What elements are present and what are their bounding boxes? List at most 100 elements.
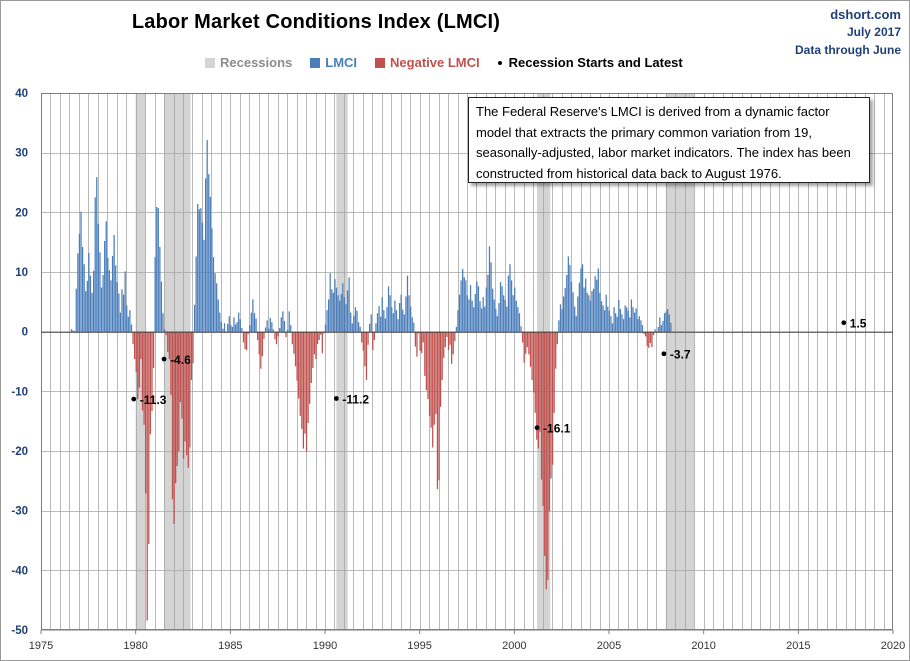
bar [115, 265, 117, 332]
bar [91, 292, 93, 332]
bar [118, 293, 120, 332]
credit-site: dshort.com [830, 7, 901, 22]
annotation-marker [534, 425, 540, 431]
bar [376, 313, 379, 332]
bar [307, 331, 309, 423]
bar [299, 331, 301, 416]
bar [368, 323, 371, 332]
annotation-label: -3.7 [670, 348, 691, 362]
bar [245, 331, 248, 351]
bar [460, 280, 462, 332]
legend-item-recessions: Recessions [205, 55, 292, 70]
bar [668, 314, 670, 332]
bar [477, 286, 480, 332]
bar [258, 331, 260, 355]
bar [175, 331, 177, 484]
bar [600, 301, 603, 332]
bar [134, 331, 136, 360]
bar [613, 307, 615, 332]
bar [197, 203, 199, 332]
bar [619, 308, 622, 332]
bar [354, 307, 357, 332]
bar [503, 295, 505, 332]
bar [320, 331, 322, 335]
bar [410, 306, 412, 332]
bar [75, 288, 77, 332]
bar [345, 304, 347, 332]
bar [603, 310, 606, 332]
bar [312, 331, 314, 369]
bar [271, 322, 273, 332]
bar [178, 331, 180, 452]
bar [566, 274, 568, 332]
credit-date: July 2017 [846, 25, 901, 39]
bar [230, 325, 232, 332]
bar [411, 317, 413, 332]
bar [616, 316, 618, 332]
annotation-label: -11.3 [140, 393, 167, 407]
bar [146, 331, 148, 621]
bar [607, 306, 609, 332]
bar [195, 256, 197, 332]
bar [242, 331, 245, 343]
bar [208, 174, 210, 332]
bar [414, 331, 416, 347]
bar [148, 331, 150, 545]
y-tick-label: 0 [22, 327, 28, 339]
bar [640, 320, 642, 332]
bar [457, 310, 459, 332]
bar [427, 331, 429, 400]
bar [624, 305, 626, 332]
bar [649, 331, 651, 344]
bar [361, 331, 363, 343]
bar [269, 317, 271, 332]
bar [198, 209, 200, 332]
bar [659, 317, 661, 332]
bar [575, 316, 577, 332]
bar [660, 325, 663, 332]
bar [435, 331, 437, 415]
bar [487, 274, 489, 332]
bar [468, 299, 470, 332]
legend-swatch-negative [375, 57, 386, 68]
bar [249, 325, 251, 332]
bar [662, 320, 664, 332]
bar [280, 317, 282, 332]
bar [189, 331, 191, 448]
bar [206, 140, 208, 332]
bar [398, 303, 401, 332]
bar [559, 304, 562, 332]
bar [451, 331, 453, 364]
bar [641, 325, 644, 332]
bar [397, 319, 399, 332]
bar [370, 314, 372, 332]
bar [432, 331, 434, 448]
bar [99, 252, 101, 332]
bar [413, 322, 415, 332]
bar [424, 331, 426, 376]
bar [209, 196, 211, 332]
bar [629, 317, 631, 332]
bar [495, 308, 497, 332]
bar [211, 228, 213, 332]
bar [260, 331, 262, 369]
bar [285, 331, 287, 338]
bar [644, 331, 647, 337]
bar [253, 313, 256, 332]
bar [648, 331, 650, 348]
bar [523, 331, 525, 363]
bar [244, 331, 246, 349]
bar [556, 331, 558, 345]
bar [564, 288, 566, 332]
bar [586, 292, 588, 332]
bar [121, 289, 123, 332]
bar [572, 292, 574, 332]
bar [129, 310, 131, 332]
bar [646, 331, 648, 346]
bar [667, 308, 669, 332]
bar [447, 331, 450, 351]
bar [436, 331, 439, 490]
bar [596, 279, 598, 332]
bar [550, 331, 552, 479]
credit-data-through: Data through June [794, 43, 901, 57]
